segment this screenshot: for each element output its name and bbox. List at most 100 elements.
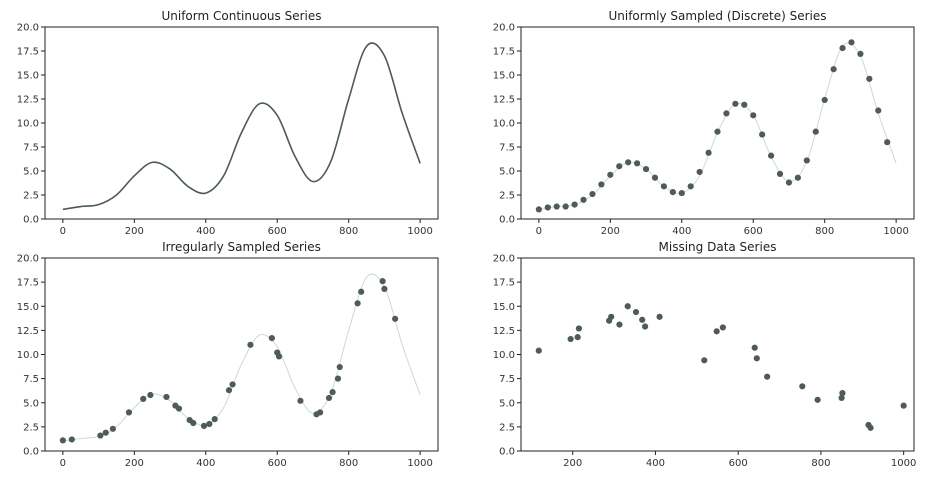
data-point [751,344,758,351]
y-tick-label: 12.5 [493,326,515,337]
data-point [705,149,712,156]
x-tick-label: 800 [339,458,358,469]
plot-frame [520,26,915,220]
data-point [838,394,845,402]
x-tick-label: 600 [268,226,287,237]
y-tick-label: 10.0 [493,119,515,130]
y-tick-label: 5.0 [23,167,39,178]
y-tick-label: 20.0 [17,254,39,265]
y-tick-label: 20.0 [17,23,39,34]
x-tick-label: 1000 [407,226,432,237]
series-line-underlying [538,42,897,210]
data-point [678,189,685,197]
x-tick-label: 1000 [407,458,432,469]
chart-title: Uniform Continuous Series [161,9,321,23]
data-point [764,373,771,380]
data-point [325,394,333,402]
data-point [109,425,116,432]
x-tick-label: 600 [729,458,748,469]
data-point [616,321,623,328]
y-tick-label: 17.5 [17,278,39,289]
data-point [562,203,569,210]
data-point [884,139,891,146]
data-point [580,196,587,203]
data-point [759,131,766,138]
x-tick-label: 200 [601,226,620,237]
y-tick-label: 2.5 [499,422,515,433]
y-tick-label: 12.5 [17,326,39,337]
data-point [767,152,775,159]
data-point [732,100,739,107]
y-tick-label: 7.5 [499,374,515,385]
data-point [803,157,810,164]
data-point [163,393,170,401]
x-tick-label: 600 [744,226,763,237]
x-tick-label: 0 [536,226,542,237]
data-point [102,429,109,436]
x-tick-label: 800 [339,226,358,237]
data-point [669,189,676,196]
chart-title: Irregularly Sampled Series [162,240,321,254]
data-point [660,183,668,190]
data-point [624,303,631,310]
series-line-underlying [62,273,421,442]
data-point [59,437,66,444]
data-point [719,324,726,331]
data-point [97,432,104,439]
data-point [336,363,343,371]
data-point [381,285,388,292]
data-point [625,159,632,166]
chart-panel-c: Irregularly Sampled Series 0.0 2.5 5.0 7.5 10… [17,240,439,469]
x-tick-label: 1000 [891,458,916,469]
x-tick-label: 0 [60,226,66,237]
chart-panel-d: Missing Data Series 0.0 2.5 5.0 7.5 10.0 12.5 1… [493,240,917,469]
data-point [753,355,760,362]
data-point [379,278,386,285]
y-tick-label: 0.0 [23,215,39,226]
data-point [334,375,342,382]
data-point [297,397,304,404]
data-point [140,395,147,402]
series-line-continuous [62,42,421,211]
x-tick-label: 400 [646,458,665,469]
y-tick-label: 0.0 [23,447,39,458]
data-point [642,323,649,330]
data-point [607,171,614,178]
y-tick-label: 15.0 [17,71,39,82]
y-tick-label: 10.0 [17,119,39,130]
y-tick-label: 7.5 [499,143,515,154]
plot-frame [44,26,439,220]
data-point [642,165,650,173]
y-tick-label: 2.5 [23,422,39,433]
data-point [575,325,583,332]
chart-panel-a: Uniform Continuous Series 0.0 2.5 5.0 7.5 10.… [17,9,439,237]
data-point [275,353,283,360]
y-tick-label: 17.5 [17,47,39,58]
data-point [814,396,821,403]
x-tick-label: 200 [125,458,144,469]
y-tick-label: 17.5 [493,47,515,58]
plot-frame [520,257,915,452]
data-point [812,128,819,135]
data-point [696,168,703,176]
data-point [785,179,793,186]
y-tick-label: 7.5 [23,374,39,385]
data-point [190,419,197,427]
y-tick-label: 20.0 [493,254,515,265]
data-point [750,112,757,119]
y-tick-label: 12.5 [493,95,515,106]
y-tick-label: 15.0 [493,302,515,313]
x-tick-label: 400 [672,226,691,237]
chart-title: Missing Data Series [659,240,777,254]
chart-title: Uniformly Sampled (Discrete) Series [608,9,826,23]
data-point [616,163,623,170]
data-point [571,201,578,208]
data-point [354,300,361,307]
data-point [175,405,183,412]
x-tick-label: 200 [563,458,582,469]
y-tick-label: 15.0 [17,302,39,313]
plot-frame [44,257,439,452]
data-point [535,347,542,354]
data-point [574,334,581,341]
